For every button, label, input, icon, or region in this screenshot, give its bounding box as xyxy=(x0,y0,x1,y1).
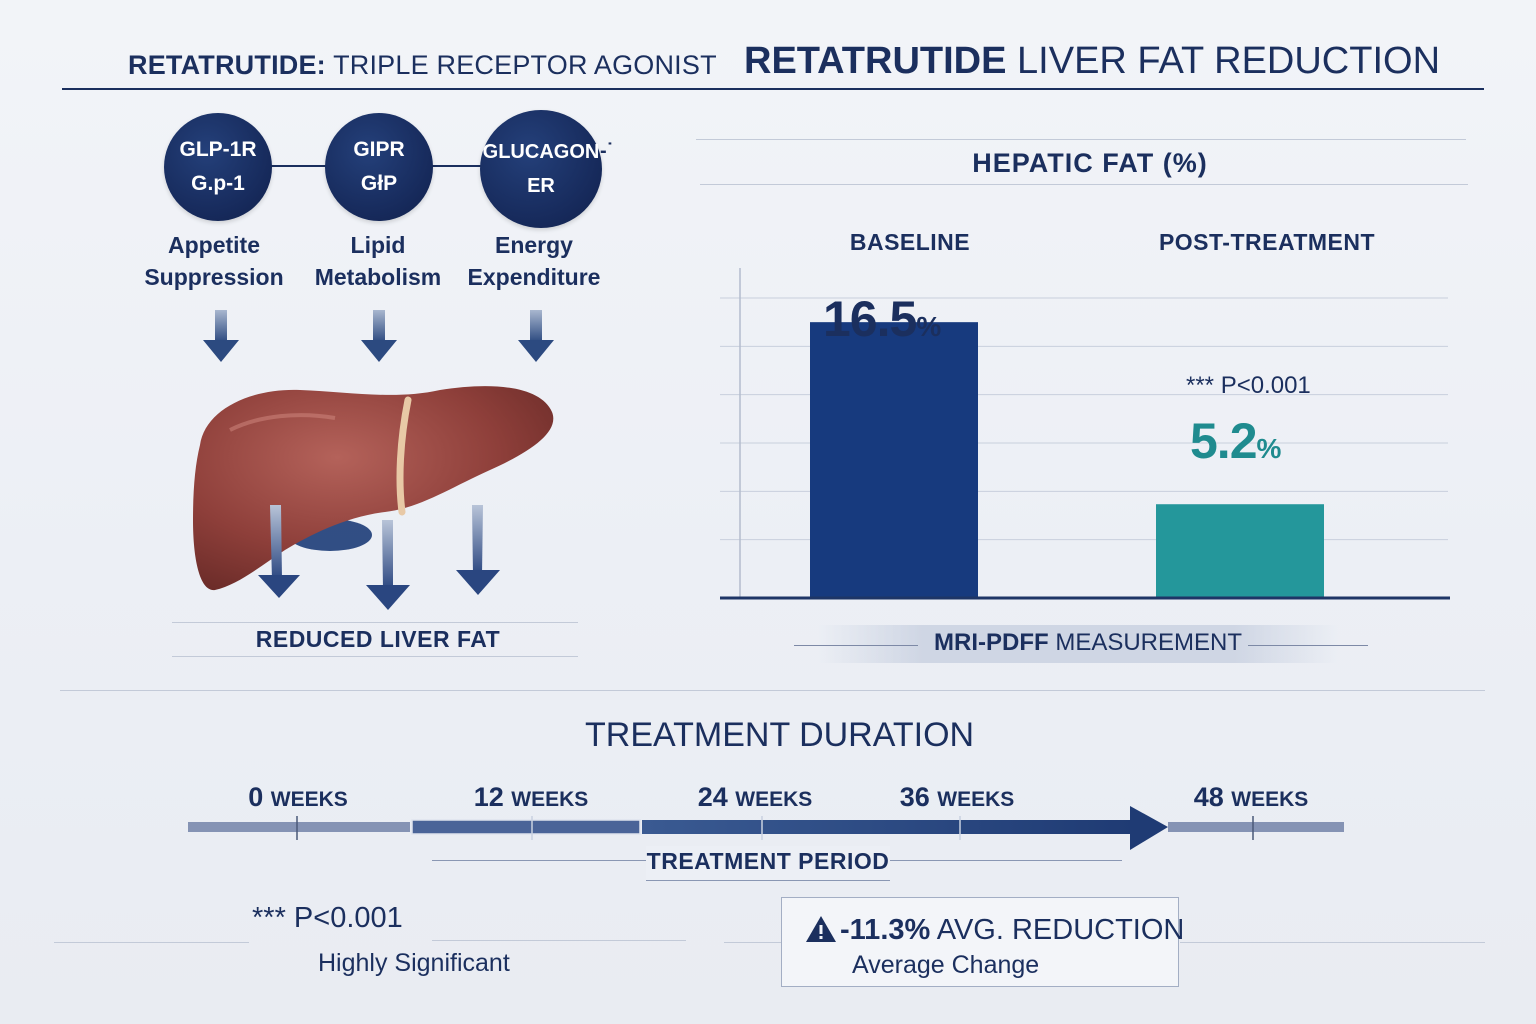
energy-expenditure-label: Energy Expenditure xyxy=(444,229,624,293)
category-label-baseline: BASELINE xyxy=(849,229,971,255)
left-title: RETATRUTIDE: TRIPLE RECEPTOR AGONIST xyxy=(128,50,717,81)
gipr-line1: GIPR xyxy=(353,138,405,161)
stats-rule-left xyxy=(54,942,249,943)
glucagon-tail: -˙ xyxy=(600,140,614,162)
bar-value-label-baseline: 16.5% xyxy=(823,290,941,348)
warning-triangle-icon xyxy=(806,916,836,942)
stats-rule-box-left xyxy=(724,942,782,943)
energy-line2: Expenditure xyxy=(467,264,601,290)
track-treatment-main xyxy=(642,820,1132,834)
week-12-value: 12 xyxy=(473,782,504,812)
down-arrow-icon xyxy=(203,310,239,362)
glp1r-line2: G.p-1 xyxy=(191,172,245,195)
lipid-metabolism-label: Lipid Metabolism xyxy=(288,229,468,293)
glucagon-receptor-node: GLUCAGON ER xyxy=(480,110,602,228)
appetite-line2: Suppression xyxy=(144,264,284,290)
week-36-label: 36 WEEKS xyxy=(892,782,1022,813)
mechanism-graphic xyxy=(193,310,554,610)
right-title: RETATRUTIDE LIVER FAT REDUCTION xyxy=(744,40,1440,83)
stats-rule-mid xyxy=(432,940,686,941)
appetite-line1: Appetite xyxy=(168,232,260,258)
bar-baseline xyxy=(810,322,978,598)
measurement-rule-right xyxy=(1248,645,1368,646)
glp1r-receptor-node: GLP-1R G.p-1 xyxy=(164,113,272,221)
section-divider xyxy=(60,690,1485,691)
measurement-rest: MEASUREMENT xyxy=(1055,629,1243,656)
post-treatment-value: 5.2 xyxy=(1190,413,1258,469)
treatment-period-label: TREATMENT PERIOD xyxy=(646,848,890,874)
week-12-label: 12 WEEKS xyxy=(466,782,596,813)
significance-value: *** P<0.001 xyxy=(252,902,403,934)
chart-title: HEPATIC FAT (%) xyxy=(972,148,1208,178)
gipr-receptor-node: GIPR GłP xyxy=(325,113,433,221)
bar-value-label-post-treatment: 5.2% xyxy=(1190,412,1281,470)
week-24-value: 24 xyxy=(697,782,728,812)
reduction-headline: -11.3% AVG. REDUCTION xyxy=(840,914,1184,947)
glp1r-line1: GLP-1R xyxy=(179,138,257,161)
week-12-unit: WEEKS xyxy=(511,788,589,811)
lipid-line1: Lipid xyxy=(350,232,406,258)
glucagon-line2: ER xyxy=(527,175,555,197)
liver-icon xyxy=(193,386,554,591)
track-post-treatment xyxy=(1168,822,1344,832)
down-arrow-icon xyxy=(366,520,410,610)
header-divider xyxy=(62,88,1484,90)
week-48-unit: WEEKS xyxy=(1231,788,1309,811)
reduced-liver-fat-label: REDUCED LIVER FAT xyxy=(255,626,501,652)
down-arrow-icon xyxy=(258,505,300,598)
left-title-bold: RETATRUTIDE: xyxy=(128,50,326,80)
right-title-rest: LIVER FAT REDUCTION xyxy=(1017,40,1441,82)
reduction-summary-box: -11.3% AVG. REDUCTION Average Change xyxy=(781,897,1184,987)
post-treatment-unit: % xyxy=(1256,433,1282,464)
category-label-post-treatment: POST-TREATMENT xyxy=(1158,229,1376,255)
track-pre-treatment xyxy=(188,822,410,832)
down-arrow-icon xyxy=(518,310,554,362)
gipr-line2: GłP xyxy=(360,172,398,195)
bar-post-treatment xyxy=(1156,504,1324,598)
treatment-period-box xyxy=(646,846,890,881)
timeline-title: TREATMENT DURATION xyxy=(585,716,975,754)
reduction-label: AVG. REDUCTION xyxy=(936,914,1185,946)
week-24-label: 24 WEEKS xyxy=(690,782,820,813)
outcome-bottom-rule xyxy=(172,656,578,657)
baseline-unit: % xyxy=(916,311,942,342)
down-arrow-icon xyxy=(361,310,397,362)
week-0-label: 0 WEEKS xyxy=(238,782,358,813)
reduction-value: -11.3% xyxy=(840,914,931,946)
reduction-caption: Average Change xyxy=(852,951,1040,979)
left-title-rest: TRIPLE RECEPTOR AGONIST xyxy=(333,50,717,80)
week-48-value: 48 xyxy=(1193,782,1224,812)
hepatic-fat-bar-chart xyxy=(720,268,1450,600)
week-24-unit: WEEKS xyxy=(735,788,813,811)
week-36-unit: WEEKS xyxy=(937,788,1015,811)
chart-top-rule xyxy=(696,139,1466,140)
glucagon-line1: GLUCAGON xyxy=(482,141,600,163)
week-0-unit: WEEKS xyxy=(270,788,348,811)
week-0-value: 0 xyxy=(248,782,264,812)
outcome-top-rule xyxy=(172,622,578,623)
timeline-arrow-head xyxy=(1130,806,1168,850)
measurement-footer: MRI-PDFF MEASUREMENT xyxy=(934,629,1242,657)
measurement-rule-left xyxy=(794,645,918,646)
week-48-label: 48 WEEKS xyxy=(1186,782,1316,813)
stats-rule-right xyxy=(1180,942,1485,943)
baseline-value: 16.5 xyxy=(823,291,917,347)
measurement-band xyxy=(818,625,1338,663)
post-treatment-significance: *** P<0.001 xyxy=(1186,372,1311,399)
lipid-line2: Metabolism xyxy=(314,264,442,290)
significance-caption: Highly Significant xyxy=(318,949,510,977)
week-36-value: 36 xyxy=(899,782,930,812)
right-title-bold: RETATRUTIDE xyxy=(744,40,1007,82)
energy-line1: Energy xyxy=(495,232,573,258)
appetite-suppression-label: Appetite Suppression xyxy=(124,229,304,293)
track-treatment-12 xyxy=(411,819,641,835)
chart-title-rule xyxy=(700,184,1468,185)
measurement-bold: MRI-PDFF xyxy=(934,629,1049,656)
timeline-track xyxy=(188,806,1344,850)
down-arrow-icon xyxy=(456,505,500,595)
